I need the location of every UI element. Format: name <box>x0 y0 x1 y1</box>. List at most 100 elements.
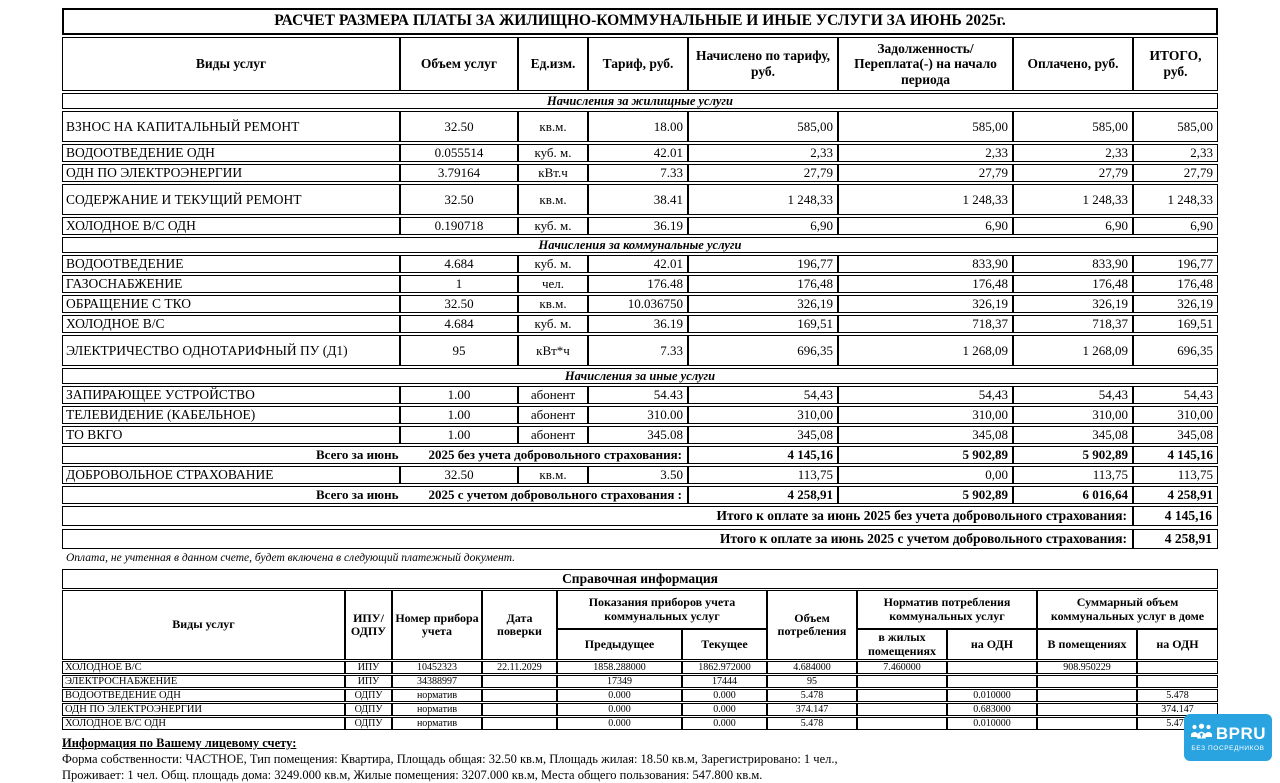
unit-cell: кВт.ч <box>518 164 588 182</box>
service-row: ХОЛОДНОЕ В/С ОДН 0.190718 куб. м. 36.19 6,90… <box>62 217 1218 235</box>
volume-cell: 0.190718 <box>400 217 518 235</box>
ref-service-name-cell: ЭЛЕКТРОСНАБЖЕНИЕ <box>62 675 345 688</box>
ref-col-norm-living: в жилых помещениях <box>857 629 947 660</box>
ref-prev-reading-cell: 0.000 <box>557 689 682 702</box>
total-cell: 1 248,33 <box>1133 184 1218 215</box>
debt-cell: 345,08 <box>838 426 1013 444</box>
ref-service-name-cell: ВОДООТВЕДЕНИЕ ОДН <box>62 689 345 702</box>
section-label: Начисления за иные услуги <box>62 368 1218 384</box>
ref-col-meter-number: Номер прибора учета <box>392 590 482 660</box>
grand-total-row: Итого к оплате за июнь 2025 с учетом доб… <box>62 529 1218 549</box>
grand-total-value: 4 145,16 <box>1133 506 1218 526</box>
volume-cell: 1.00 <box>400 426 518 444</box>
col-header-total: ИТОГО, руб. <box>1133 37 1218 91</box>
col-header-volume: Объем услуг <box>400 37 518 91</box>
ref-sum-premises-cell <box>1037 717 1137 730</box>
ref-norm-odn-cell <box>947 675 1037 688</box>
service-row: СОДЕРЖАНИЕ И ТЕКУЩИЙ РЕМОНТ 32.50 кв.м. 38.… <box>62 184 1218 215</box>
ref-col-sum-odn: на ОДН <box>1137 629 1218 660</box>
subtotal-value-cell: 4 145,16 <box>1133 446 1218 464</box>
ref-check-date-cell <box>482 675 557 688</box>
tariff-cell: 38.41 <box>588 184 688 215</box>
unit-cell: куб. м. <box>518 255 588 273</box>
total-cell: 196,77 <box>1133 255 1218 273</box>
accrued-cell: 196,77 <box>688 255 838 273</box>
col-header-services: Виды услуг <box>62 37 400 91</box>
ref-check-date-cell <box>482 703 557 716</box>
tariff-cell: 54.43 <box>588 386 688 404</box>
ref-service-name-cell: ХОЛОДНОЕ В/С ОДН <box>62 717 345 730</box>
volume-cell: 1.00 <box>400 386 518 404</box>
utility-bill-page: { "title": "РАСЧЕТ РАЗМЕРА ПЛАТЫ ЗА ЖИЛИ… <box>62 8 1272 782</box>
col-header-unit: Ед.изм. <box>518 37 588 91</box>
unit-cell: куб. м. <box>518 217 588 235</box>
service-row: ВОДООТВЕДЕНИЕ 4.684 куб. м. 42.01 196,77 833,… <box>62 255 1218 273</box>
accrued-cell: 345,08 <box>688 426 838 444</box>
paid-cell: 6,90 <box>1013 217 1133 235</box>
service-name-cell: ВОДООТВЕДЕНИЕ <box>62 255 400 273</box>
ref-col-readings-curr: Текущее <box>682 629 767 660</box>
accrued-cell: 2,33 <box>688 144 838 162</box>
accrued-cell: 54,43 <box>688 386 838 404</box>
tariff-cell: 3.50 <box>588 466 688 484</box>
ref-norm-living-cell <box>857 703 947 716</box>
tariff-cell: 10.036750 <box>588 295 688 313</box>
subtotal-value-cell: 4 258,91 <box>1133 486 1218 504</box>
ref-norm-odn-cell: 0.683000 <box>947 703 1037 716</box>
ref-norm-living-cell: 7.460000 <box>857 661 947 674</box>
service-name-cell: ХОЛОДНОЕ В/С <box>62 315 400 333</box>
ref-meter-type-cell: ОДПУ <box>345 703 392 716</box>
ref-meter-type-cell: ИПУ <box>345 661 392 674</box>
ref-row: ХОЛОДНОЕ В/С ИПУ 10452323 22.11.2029 1858.28… <box>62 661 1218 674</box>
ref-col-volume: Объем потребления <box>767 590 857 660</box>
ref-col-norm-odn: на ОДН <box>947 629 1037 660</box>
ref-norm-living-cell <box>857 717 947 730</box>
grand-total-row: Итого к оплате за июнь 2025 без учета до… <box>62 506 1218 526</box>
debt-cell: 1 268,09 <box>838 335 1013 366</box>
ref-meter-number-cell: норматив <box>392 703 482 716</box>
ref-col-sum-premises: В помещениях <box>1037 629 1137 660</box>
logo-subtext: БЕЗ ПОСРЕДНИКОВ <box>1191 745 1265 752</box>
total-cell: 27,79 <box>1133 164 1218 182</box>
main-table-body: Начисления за жилищные услуги ВЗНОС НА КА… <box>62 93 1218 504</box>
volume-cell: 32.50 <box>400 466 518 484</box>
service-name-cell: ГАЗОСНАБЖЕНИЕ <box>62 275 400 293</box>
ref-norm-odn-cell <box>947 661 1037 674</box>
total-cell: 585,00 <box>1133 111 1218 142</box>
ref-sum-premises-cell <box>1037 703 1137 716</box>
paid-cell: 1 268,09 <box>1013 335 1133 366</box>
ref-col-readings-prev: Предыдущее <box>557 629 682 660</box>
ref-sum-odn-cell: 5.478 <box>1137 689 1218 702</box>
unit-cell: куб. м. <box>518 315 588 333</box>
ref-row: ОДН ПО ЭЛЕКТРОЭНЕРГИИ ОДПУ норматив 0.000 0.… <box>62 703 1218 716</box>
total-cell: 6,90 <box>1133 217 1218 235</box>
service-row: ЗАПИРАЮЩЕЕ УСТРОЙСТВО 1.00 абонент 54.43 54,… <box>62 386 1218 404</box>
ref-sum-odn-cell <box>1137 675 1218 688</box>
page-title: РАСЧЕТ РАЗМЕРА ПЛАТЫ ЗА ЖИЛИЩНО-КОММУНАЛ… <box>62 8 1218 35</box>
tariff-cell: 42.01 <box>588 144 688 162</box>
ref-check-date-cell <box>482 689 557 702</box>
unit-cell: кв.м. <box>518 111 588 142</box>
paid-cell: 176,48 <box>1013 275 1133 293</box>
unit-cell: кв.м. <box>518 184 588 215</box>
ref-volume-cell: 5.478 <box>767 689 857 702</box>
tariff-cell: 345.08 <box>588 426 688 444</box>
ref-norm-odn-cell: 0.010000 <box>947 689 1037 702</box>
tariff-cell: 36.19 <box>588 217 688 235</box>
tariff-cell: 7.33 <box>588 164 688 182</box>
ref-norm-odn-cell: 0.010000 <box>947 717 1037 730</box>
grand-total-value: 4 258,91 <box>1133 529 1218 549</box>
service-row: ВЗНОС НА КАПИТАЛЬНЫЙ РЕМОНТ 32.50 кв.м. 18.… <box>62 111 1218 142</box>
unit-cell: куб. м. <box>518 144 588 162</box>
service-row: ЭЛЕКТРИЧЕСТВО ОДНОТАРИФНЫЙ ПУ (Д1) 95 кВт*… <box>62 335 1218 366</box>
ref-col-meter-type: ИПУ/ ОДПУ <box>345 590 392 660</box>
service-row: ОДН ПО ЭЛЕКТРОЭНЕРГИИ 3.79164 кВт.ч 7.33 27,… <box>62 164 1218 182</box>
accrued-cell: 310,00 <box>688 406 838 424</box>
ref-service-name-cell: ХОЛОДНОЕ В/С <box>62 661 345 674</box>
paid-cell: 2,33 <box>1013 144 1133 162</box>
unit-cell: абонент <box>518 406 588 424</box>
ref-col-norm-group: Норматив потребления коммунальных услуг <box>857 590 1037 629</box>
total-cell: 54,43 <box>1133 386 1218 404</box>
accrued-cell: 27,79 <box>688 164 838 182</box>
service-row: ТЕЛЕВИДЕНИЕ (КАБЕЛЬНОЕ) 1.00 абонент 310.00… <box>62 406 1218 424</box>
